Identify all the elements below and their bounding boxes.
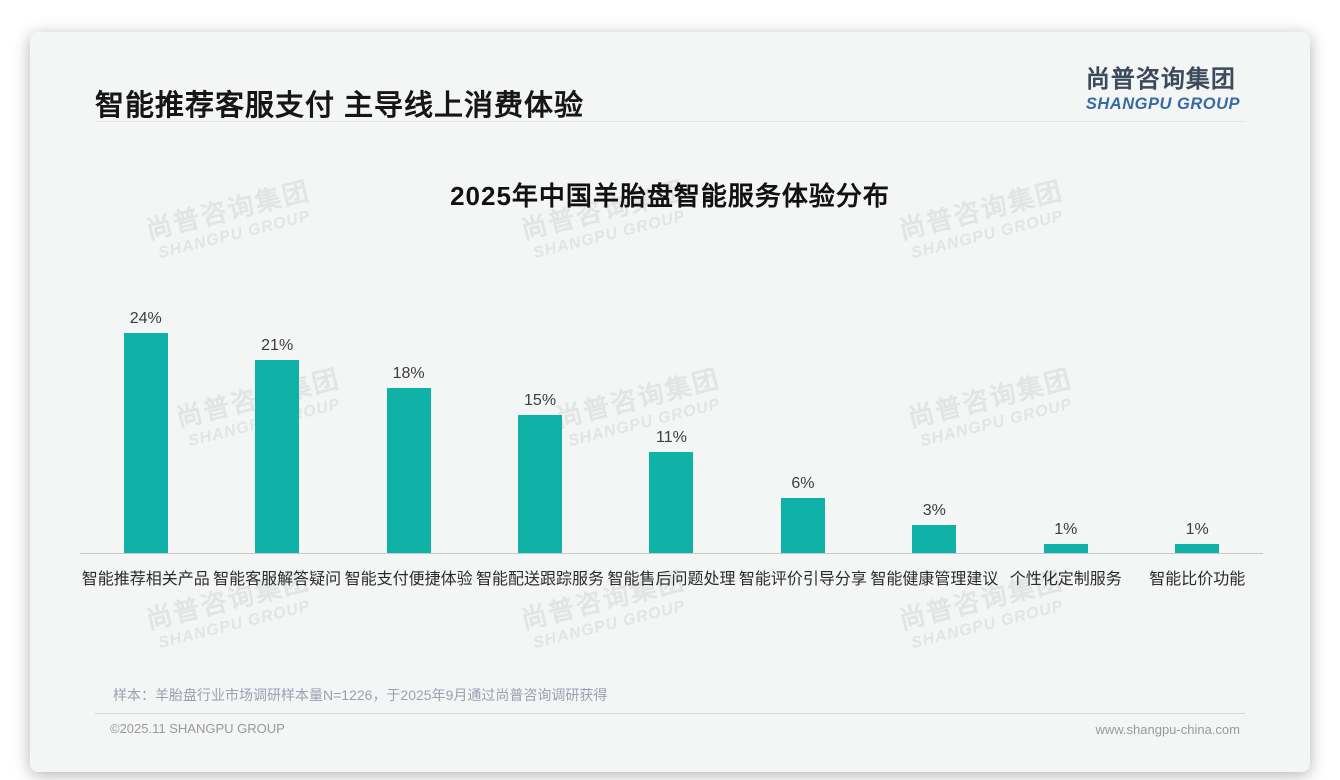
watermark-english-text: SHANGPU GROUP <box>909 597 1066 653</box>
header-divider <box>95 121 1245 122</box>
x-axis-line <box>80 553 1263 554</box>
bar-chart-plot-area: 24% 21% 18% 15% 11% 6% 3% 1% 1% <box>80 298 1263 553</box>
category-label: 智能售后问题处理 <box>607 571 736 588</box>
logo-english-text: SHANGPU GROUP <box>1085 95 1240 113</box>
bar-value-label: 18% <box>392 365 425 382</box>
slide-card: 尚普咨询集团 SHANGPU GROUP 尚普咨询集团 SHANGPU GROUP 尚普… <box>30 32 1310 772</box>
category-label: 智能比价功能 <box>1149 571 1246 588</box>
category-label: 个性化定制服务 <box>1009 571 1122 588</box>
watermark-english-text: SHANGPU GROUP <box>909 207 1066 263</box>
watermark-english-text: SHANGPU GROUP <box>156 597 313 653</box>
bar <box>912 525 957 553</box>
bar-column: 3% <box>869 298 1000 553</box>
category-label: 智能支付便捷体验 <box>344 571 473 588</box>
category-label: 智能客服解答疑问 <box>213 571 342 588</box>
bar-value-label: 24% <box>129 310 162 327</box>
x-axis-category-labels: 智能推荐相关产品 智能客服解答疑问 智能支付便捷体验 智能配送跟踪服务 智能售后问题处理… <box>80 565 1263 589</box>
bar <box>1043 544 1088 553</box>
bar <box>518 415 563 553</box>
bar <box>255 360 300 553</box>
watermark-english-text: SHANGPU GROUP <box>531 207 688 263</box>
bar <box>123 333 168 553</box>
logo-chinese-text: 尚普咨询集团 <box>1085 66 1236 93</box>
bar-column: 24% <box>80 298 211 553</box>
bar-column: 18% <box>343 298 474 553</box>
bar-value-label: 15% <box>524 392 557 409</box>
category-label: 智能健康管理建议 <box>870 571 999 588</box>
bar-column: 1% <box>1000 298 1131 553</box>
bar <box>1175 544 1220 553</box>
bar-value-label: 1% <box>1185 521 1209 538</box>
watermark-english-text: SHANGPU GROUP <box>531 597 688 653</box>
sample-note: 样本：羊胎盘行业市场调研样本量N=1226，于2025年9月通过尚普咨询调研获得 <box>113 687 608 703</box>
watermark-english-text: SHANGPU GROUP <box>156 207 313 263</box>
bar-column: 15% <box>474 298 605 553</box>
footer-divider <box>95 713 1245 714</box>
bar-value-label: 1% <box>1054 521 1078 538</box>
bar-column: 11% <box>606 298 737 553</box>
category-label: 智能评价引导分享 <box>738 571 867 588</box>
bar-value-label: 11% <box>656 429 687 446</box>
bar-column: 1% <box>1132 298 1263 553</box>
website-url: www.shangpu-china.com <box>1095 722 1240 737</box>
category-label: 智能配送跟踪服务 <box>476 571 605 588</box>
bar-value-label: 6% <box>791 475 815 492</box>
bar-value-label: 21% <box>261 337 294 354</box>
page-title: 智能推荐客服支付 主导线上消费体验 <box>95 90 585 122</box>
bar <box>649 452 694 553</box>
category-label: 智能推荐相关产品 <box>81 571 210 588</box>
bar-column: 6% <box>737 298 868 553</box>
bar <box>780 498 825 553</box>
bar-value-label: 3% <box>922 502 946 519</box>
bar <box>386 388 431 553</box>
copyright-text: ©2025.11 SHANGPU GROUP <box>110 721 285 736</box>
company-logo: 尚普咨询集团 SHANGPU GROUP <box>1086 59 1240 114</box>
chart-title: 2025年中国羊胎盘智能服务体验分布 <box>450 181 890 211</box>
bar-column: 21% <box>211 298 342 553</box>
